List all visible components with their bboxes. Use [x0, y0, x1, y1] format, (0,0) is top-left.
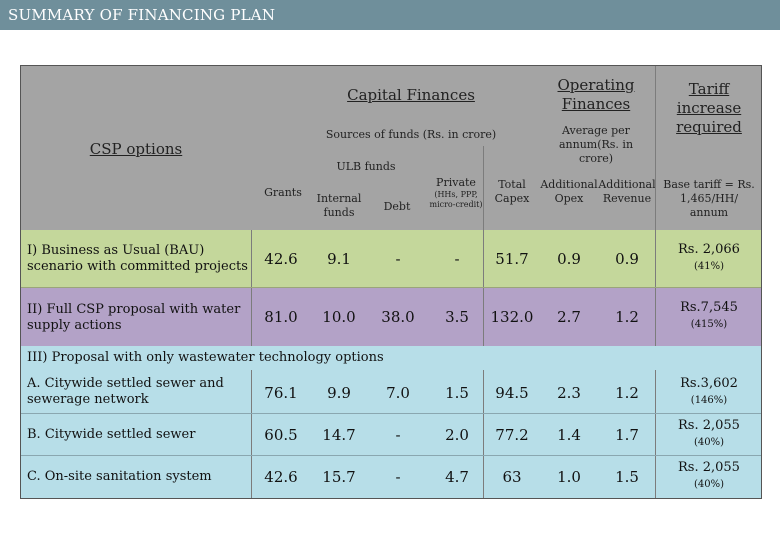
tariff-percent: (40%)	[693, 479, 725, 490]
tariff-percent: (41%)	[693, 261, 725, 272]
tariff-value: Rs.7,545	[680, 300, 738, 315]
grid-line	[483, 146, 484, 346]
cell-opex: 1.0	[557, 468, 581, 486]
cell-debt: 7.0	[386, 384, 410, 402]
cell-debt: -	[395, 250, 401, 268]
tariff-percent: (415%)	[690, 319, 728, 330]
cell-private: -	[454, 250, 460, 268]
row-label: B. Citywide settled sewer	[27, 427, 196, 442]
cell-total: 77.2	[495, 426, 529, 444]
cell-total: 94.5	[495, 384, 529, 402]
cell-private: 3.5	[445, 308, 469, 326]
row-label: C. On-site sanitation system	[27, 469, 212, 484]
cell-revenue: 0.9	[615, 250, 639, 268]
section-label: III) Proposal with only wastewater techn…	[27, 350, 384, 365]
cell-private: 1.5	[445, 384, 469, 402]
cell-debt: -	[395, 468, 401, 486]
cell-grants: 60.5	[264, 426, 298, 444]
cell-private: 2.0	[445, 426, 469, 444]
tariff-percent: (40%)	[693, 437, 725, 448]
row-label: A. Citywide settled sewer and sewerage n…	[27, 376, 224, 407]
csp-options-heading: CSP options	[89, 140, 183, 158]
col-total-capex: Total Capex	[494, 178, 530, 205]
cell-grants: 42.6	[264, 250, 298, 268]
tariff-increase-heading: Tariff increase required	[676, 80, 742, 136]
grid-line	[21, 455, 761, 456]
cell-revenue: 1.7	[615, 426, 639, 444]
financing-table: Capital Finances Operating Finances Tari…	[20, 65, 762, 499]
col-private: Private	[436, 176, 476, 189]
cell-grants: 81.0	[264, 308, 298, 326]
cell-total: 63	[502, 468, 522, 486]
table-row: B. Citywide settled sewer 60.5 14.7 - 2.…	[21, 414, 761, 456]
table-row: I) Business as Usual (BAU) scenario with…	[21, 230, 761, 288]
cell-opex: 1.4	[557, 426, 581, 444]
cell-opex: 2.3	[557, 384, 581, 402]
tariff-value: Rs. 2,066	[678, 242, 740, 257]
grid-line	[251, 370, 252, 498]
cell-revenue: 1.5	[615, 468, 639, 486]
table-row: C. On-site sanitation system 42.6 15.7 -…	[21, 456, 761, 498]
cell-tariff: Rs. 2,055 (40%)	[661, 460, 757, 493]
cell-revenue: 1.2	[615, 384, 639, 402]
col-additional-revenue: Additional Revenue	[598, 178, 656, 205]
cell-tariff: Rs.7,545 (415%)	[661, 300, 757, 333]
cell-tariff: Rs.3,602 (146%)	[661, 376, 757, 409]
cell-internal: 15.7	[322, 468, 356, 486]
cell-total: 51.7	[495, 250, 529, 268]
title-bar: SUMMARY OF FINANCING PLAN	[0, 0, 780, 30]
col-base-tariff: Base tariff = Rs. 1,465/HH/ annum	[663, 178, 755, 219]
row-label: I) Business as Usual (BAU) scenario with…	[27, 243, 248, 274]
sources-of-funds-label: Sources of funds (Rs. in crore)	[325, 128, 497, 141]
grid-line	[655, 66, 656, 346]
row-label: II) Full CSP proposal with water supply …	[27, 302, 241, 333]
col-additional-opex: Additional Opex	[540, 178, 598, 205]
cell-debt: 38.0	[381, 308, 415, 326]
section-row: III) Proposal with only wastewater techn…	[21, 346, 761, 370]
col-grants: Grants	[264, 186, 302, 199]
ulb-funds-label: ULB funds	[336, 160, 396, 173]
grid-line	[483, 370, 484, 498]
capital-finances-heading: Capital Finances	[347, 86, 475, 104]
page-title: SUMMARY OF FINANCING PLAN	[8, 6, 276, 24]
col-private-sub: (HHs, PPP, micro-credit)	[429, 190, 483, 209]
cell-internal: 9.1	[327, 250, 351, 268]
cell-debt: -	[395, 426, 401, 444]
tariff-value: Rs. 2,055	[678, 460, 740, 475]
cell-tariff: Rs. 2,055 (40%)	[661, 418, 757, 451]
cell-tariff: Rs. 2,066 (41%)	[661, 242, 757, 275]
cell-grants: 42.6	[264, 468, 298, 486]
grid-line	[21, 287, 761, 288]
tariff-value: Rs.3,602	[680, 376, 738, 391]
grid-line	[655, 370, 656, 498]
cell-internal: 9.9	[327, 384, 351, 402]
cell-internal: 14.7	[322, 426, 356, 444]
grid-line	[21, 413, 761, 414]
tariff-value: Rs. 2,055	[678, 418, 740, 433]
operating-finances-heading: Operating Finances	[557, 76, 635, 113]
cell-internal: 10.0	[322, 308, 356, 326]
cell-opex: 0.9	[557, 250, 581, 268]
cell-private: 4.7	[445, 468, 469, 486]
table-header: Capital Finances Operating Finances Tari…	[21, 66, 761, 230]
col-internal-funds: Internal funds	[316, 192, 362, 219]
tariff-percent: (146%)	[690, 395, 728, 406]
grid-line	[251, 230, 252, 346]
cell-total: 132.0	[490, 308, 534, 326]
table-row: A. Citywide settled sewer and sewerage n…	[21, 370, 761, 414]
cell-grants: 76.1	[264, 384, 298, 402]
average-per-annum-label: Average per annum(Rs. in crore)	[558, 124, 634, 165]
table-row: II) Full CSP proposal with water supply …	[21, 288, 761, 346]
cell-revenue: 1.2	[615, 308, 639, 326]
cell-opex: 2.7	[557, 308, 581, 326]
col-debt: Debt	[383, 200, 411, 213]
